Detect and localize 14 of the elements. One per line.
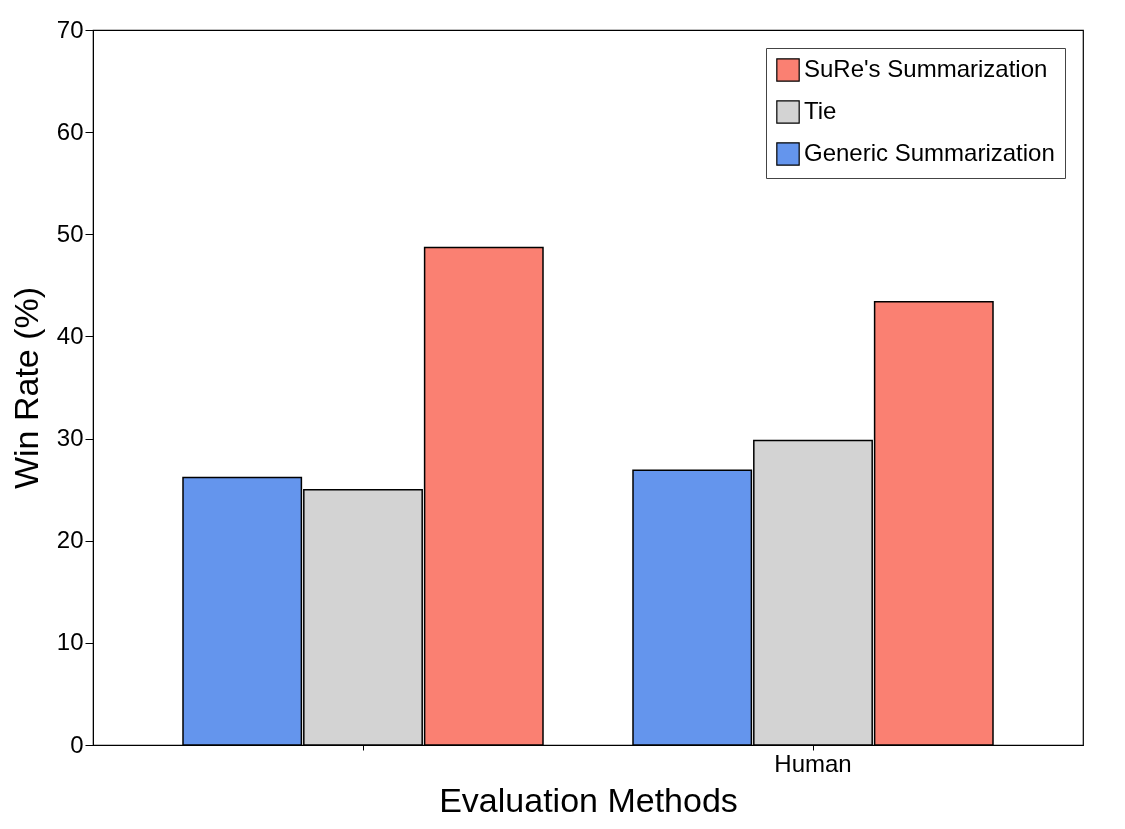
- y-tick-label: 40: [56, 321, 84, 349]
- y-tick-label: 20: [56, 526, 84, 554]
- y-tick-label: 0: [70, 730, 84, 758]
- y-tick-label: 70: [56, 15, 84, 43]
- y-tick-label: 50: [56, 219, 84, 247]
- x-tick-label: Human: [774, 749, 852, 777]
- legend-label: SuRe's Summarization: [804, 55, 1048, 82]
- legend-label: Generic Summarization: [804, 139, 1055, 166]
- y-tick-label: 30: [56, 424, 84, 452]
- y-tick-label: 60: [56, 117, 84, 145]
- y-tick-label: 10: [56, 628, 84, 656]
- x-axis-title: Evaluation Methods: [439, 780, 738, 819]
- legend-label: Tie: [804, 97, 837, 124]
- y-axis-title: Win Rate (%): [6, 286, 45, 490]
